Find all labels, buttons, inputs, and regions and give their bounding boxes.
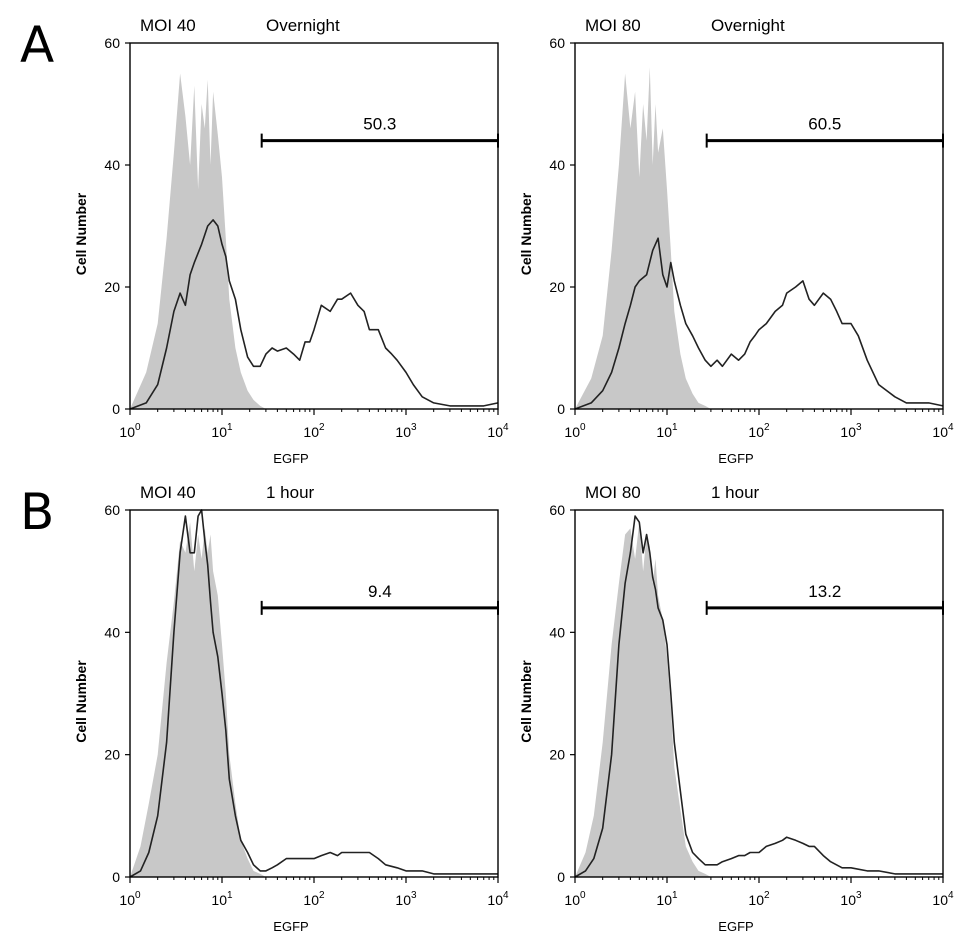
histogram-panels: MOI 40 Overnight 0 20 40 60 100 101 102 103 104 EGF… bbox=[73, 16, 954, 934]
chart-panel-4: MOI 80 1 hour 0 20 40 60 100 101 102 103 104 EGFP Ce… bbox=[518, 483, 954, 934]
x-tick-label: 100 bbox=[119, 890, 141, 908]
chart-panel-2: MOI 80 Overnight 0 20 40 60 100 101 102 103 104 EGF… bbox=[518, 16, 954, 466]
sample-histogram-line bbox=[129, 509, 498, 878]
y-tick-label: 60 bbox=[549, 35, 565, 51]
y-tick-label: 0 bbox=[557, 869, 565, 885]
y-tick-label: 60 bbox=[104, 35, 120, 51]
y-tick-label: 20 bbox=[549, 279, 565, 295]
chart-title-time: 1 hour bbox=[266, 483, 315, 502]
y-tick-label: 60 bbox=[549, 502, 565, 518]
control-histogram-area bbox=[130, 73, 498, 409]
panel-label-a: A bbox=[20, 16, 54, 74]
chart-title-time: Overnight bbox=[711, 16, 785, 35]
control-histogram-area bbox=[575, 522, 943, 877]
panel-label-b: B bbox=[20, 483, 54, 541]
x-tick-label: 104 bbox=[487, 890, 509, 908]
x-tick-label: 100 bbox=[564, 422, 586, 440]
chart-title-time: 1 hour bbox=[711, 483, 760, 502]
gate-percentage-label: 13.2 bbox=[808, 582, 841, 601]
control-histogram-area bbox=[130, 522, 498, 877]
chart-title-moi: MOI 80 bbox=[585, 483, 641, 502]
x-tick-label: 102 bbox=[748, 890, 770, 908]
y-tick-label: 20 bbox=[104, 279, 120, 295]
chart-title-moi: MOI 40 bbox=[140, 483, 196, 502]
x-tick-label: 100 bbox=[119, 422, 141, 440]
y-axis-label: Cell Number bbox=[73, 192, 89, 275]
y-axis-label: Cell Number bbox=[518, 660, 534, 743]
x-tick-label: 104 bbox=[932, 422, 954, 440]
y-tick-label: 0 bbox=[557, 401, 565, 417]
x-tick-label: 101 bbox=[656, 890, 678, 908]
x-tick-label: 104 bbox=[487, 422, 509, 440]
x-tick-label: 102 bbox=[303, 890, 325, 908]
chart-title-time: Overnight bbox=[266, 16, 340, 35]
x-tick-label: 101 bbox=[211, 422, 233, 440]
x-tick-label: 102 bbox=[303, 422, 325, 440]
x-tick-label: 103 bbox=[395, 422, 417, 440]
y-axis-label: Cell Number bbox=[518, 192, 534, 275]
x-tick-label: 104 bbox=[932, 890, 954, 908]
y-tick-label: 20 bbox=[549, 747, 565, 763]
chart-panel-3: MOI 40 1 hour 0 20 40 60 100 101 102 103 104 EGFP Ce… bbox=[73, 483, 509, 934]
y-tick-label: 0 bbox=[112, 401, 120, 417]
sample-histogram-line bbox=[129, 219, 499, 410]
gate-percentage-label: 50.3 bbox=[363, 115, 396, 134]
sample-histogram-line bbox=[574, 515, 943, 878]
x-tick-label: 103 bbox=[395, 890, 417, 908]
x-axis-label: EGFP bbox=[718, 919, 753, 934]
control-histogram-area bbox=[575, 67, 943, 410]
x-tick-label: 101 bbox=[656, 422, 678, 440]
y-tick-label: 0 bbox=[112, 869, 120, 885]
x-tick-label: 100 bbox=[564, 890, 586, 908]
x-tick-label: 103 bbox=[840, 422, 862, 440]
chart-panel-1: MOI 40 Overnight 0 20 40 60 100 101 102 103 104 EGF… bbox=[73, 16, 509, 466]
y-tick-label: 60 bbox=[104, 502, 120, 518]
y-tick-label: 40 bbox=[104, 157, 120, 173]
sample-histogram-line bbox=[574, 237, 944, 410]
gate-percentage-label: 9.4 bbox=[368, 582, 392, 601]
x-axis-label: EGFP bbox=[718, 451, 753, 466]
gate-percentage-label: 60.5 bbox=[808, 115, 841, 134]
y-tick-label: 20 bbox=[104, 747, 120, 763]
x-axis-label: EGFP bbox=[273, 919, 308, 934]
chart-title-moi: MOI 40 bbox=[140, 16, 196, 35]
x-tick-label: 103 bbox=[840, 890, 862, 908]
chart-title-moi: MOI 80 bbox=[585, 16, 641, 35]
x-tick-label: 102 bbox=[748, 422, 770, 440]
y-tick-label: 40 bbox=[549, 157, 565, 173]
x-axis-label: EGFP bbox=[273, 451, 308, 466]
y-tick-label: 40 bbox=[549, 624, 565, 640]
y-tick-label: 40 bbox=[104, 624, 120, 640]
x-tick-label: 101 bbox=[211, 890, 233, 908]
y-axis-label: Cell Number bbox=[73, 660, 89, 743]
